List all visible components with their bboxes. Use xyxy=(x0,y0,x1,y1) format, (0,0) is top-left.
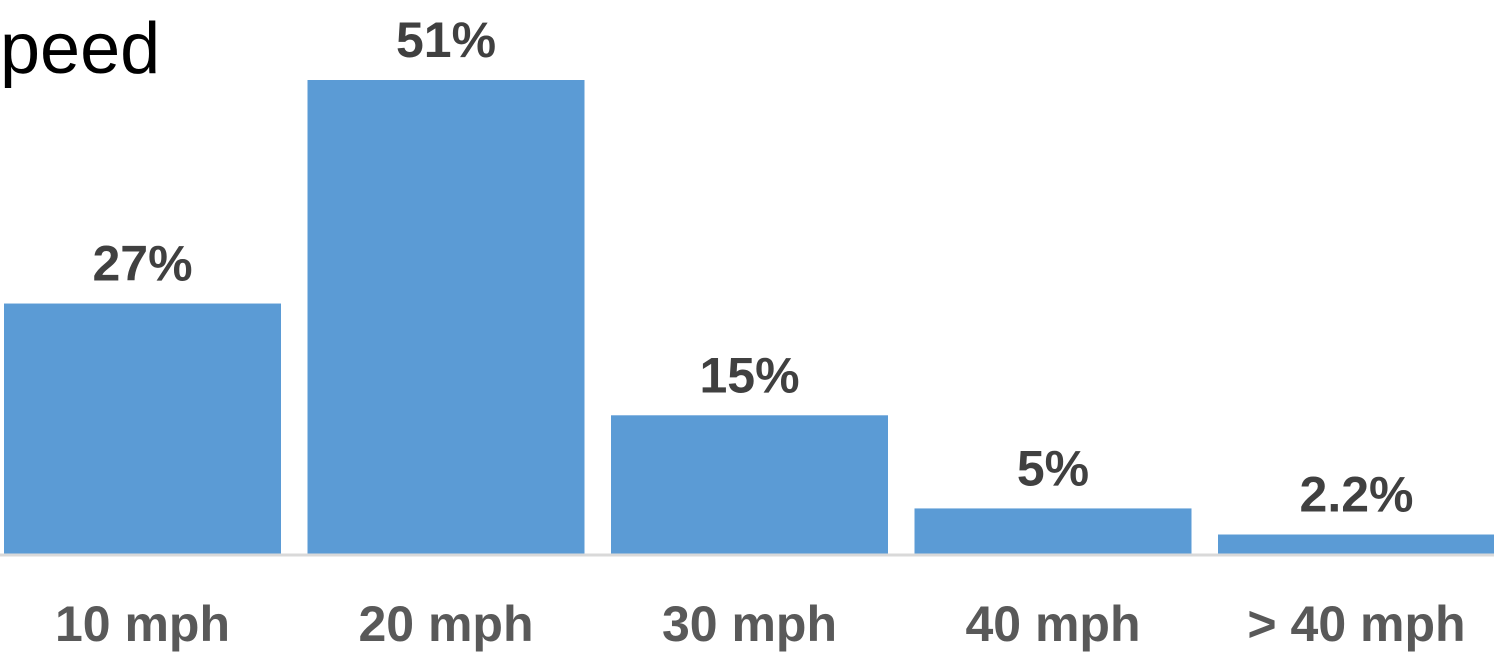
bar-3 xyxy=(914,508,1192,555)
bar-value-label-4: 2.2% xyxy=(1300,467,1414,523)
x-tick-label-4: > 40 mph xyxy=(1247,596,1465,652)
category-labels-layer: 10 mph 20 mph 30 mph 40 mph > 40 mph xyxy=(55,596,1466,652)
x-tick-label-1: 20 mph xyxy=(358,596,533,652)
chart-title: peed xyxy=(0,9,160,89)
bar-value-label-3: 5% xyxy=(1017,440,1089,496)
bar-value-label-2: 15% xyxy=(699,347,799,403)
x-tick-label-2: 30 mph xyxy=(662,596,837,652)
bar-0 xyxy=(4,303,281,555)
x-tick-label-0: 10 mph xyxy=(55,596,230,652)
bars-layer xyxy=(4,80,1494,555)
bar-value-label-0: 27% xyxy=(92,236,192,292)
bar-4 xyxy=(1218,534,1494,555)
bar-1 xyxy=(307,80,585,555)
bar-value-label-1: 51% xyxy=(396,12,496,68)
bar-2 xyxy=(611,415,888,555)
value-labels-layer: 27% 51% 15% 5% 2.2% xyxy=(92,12,1413,523)
x-tick-label-3: 40 mph xyxy=(965,596,1140,652)
